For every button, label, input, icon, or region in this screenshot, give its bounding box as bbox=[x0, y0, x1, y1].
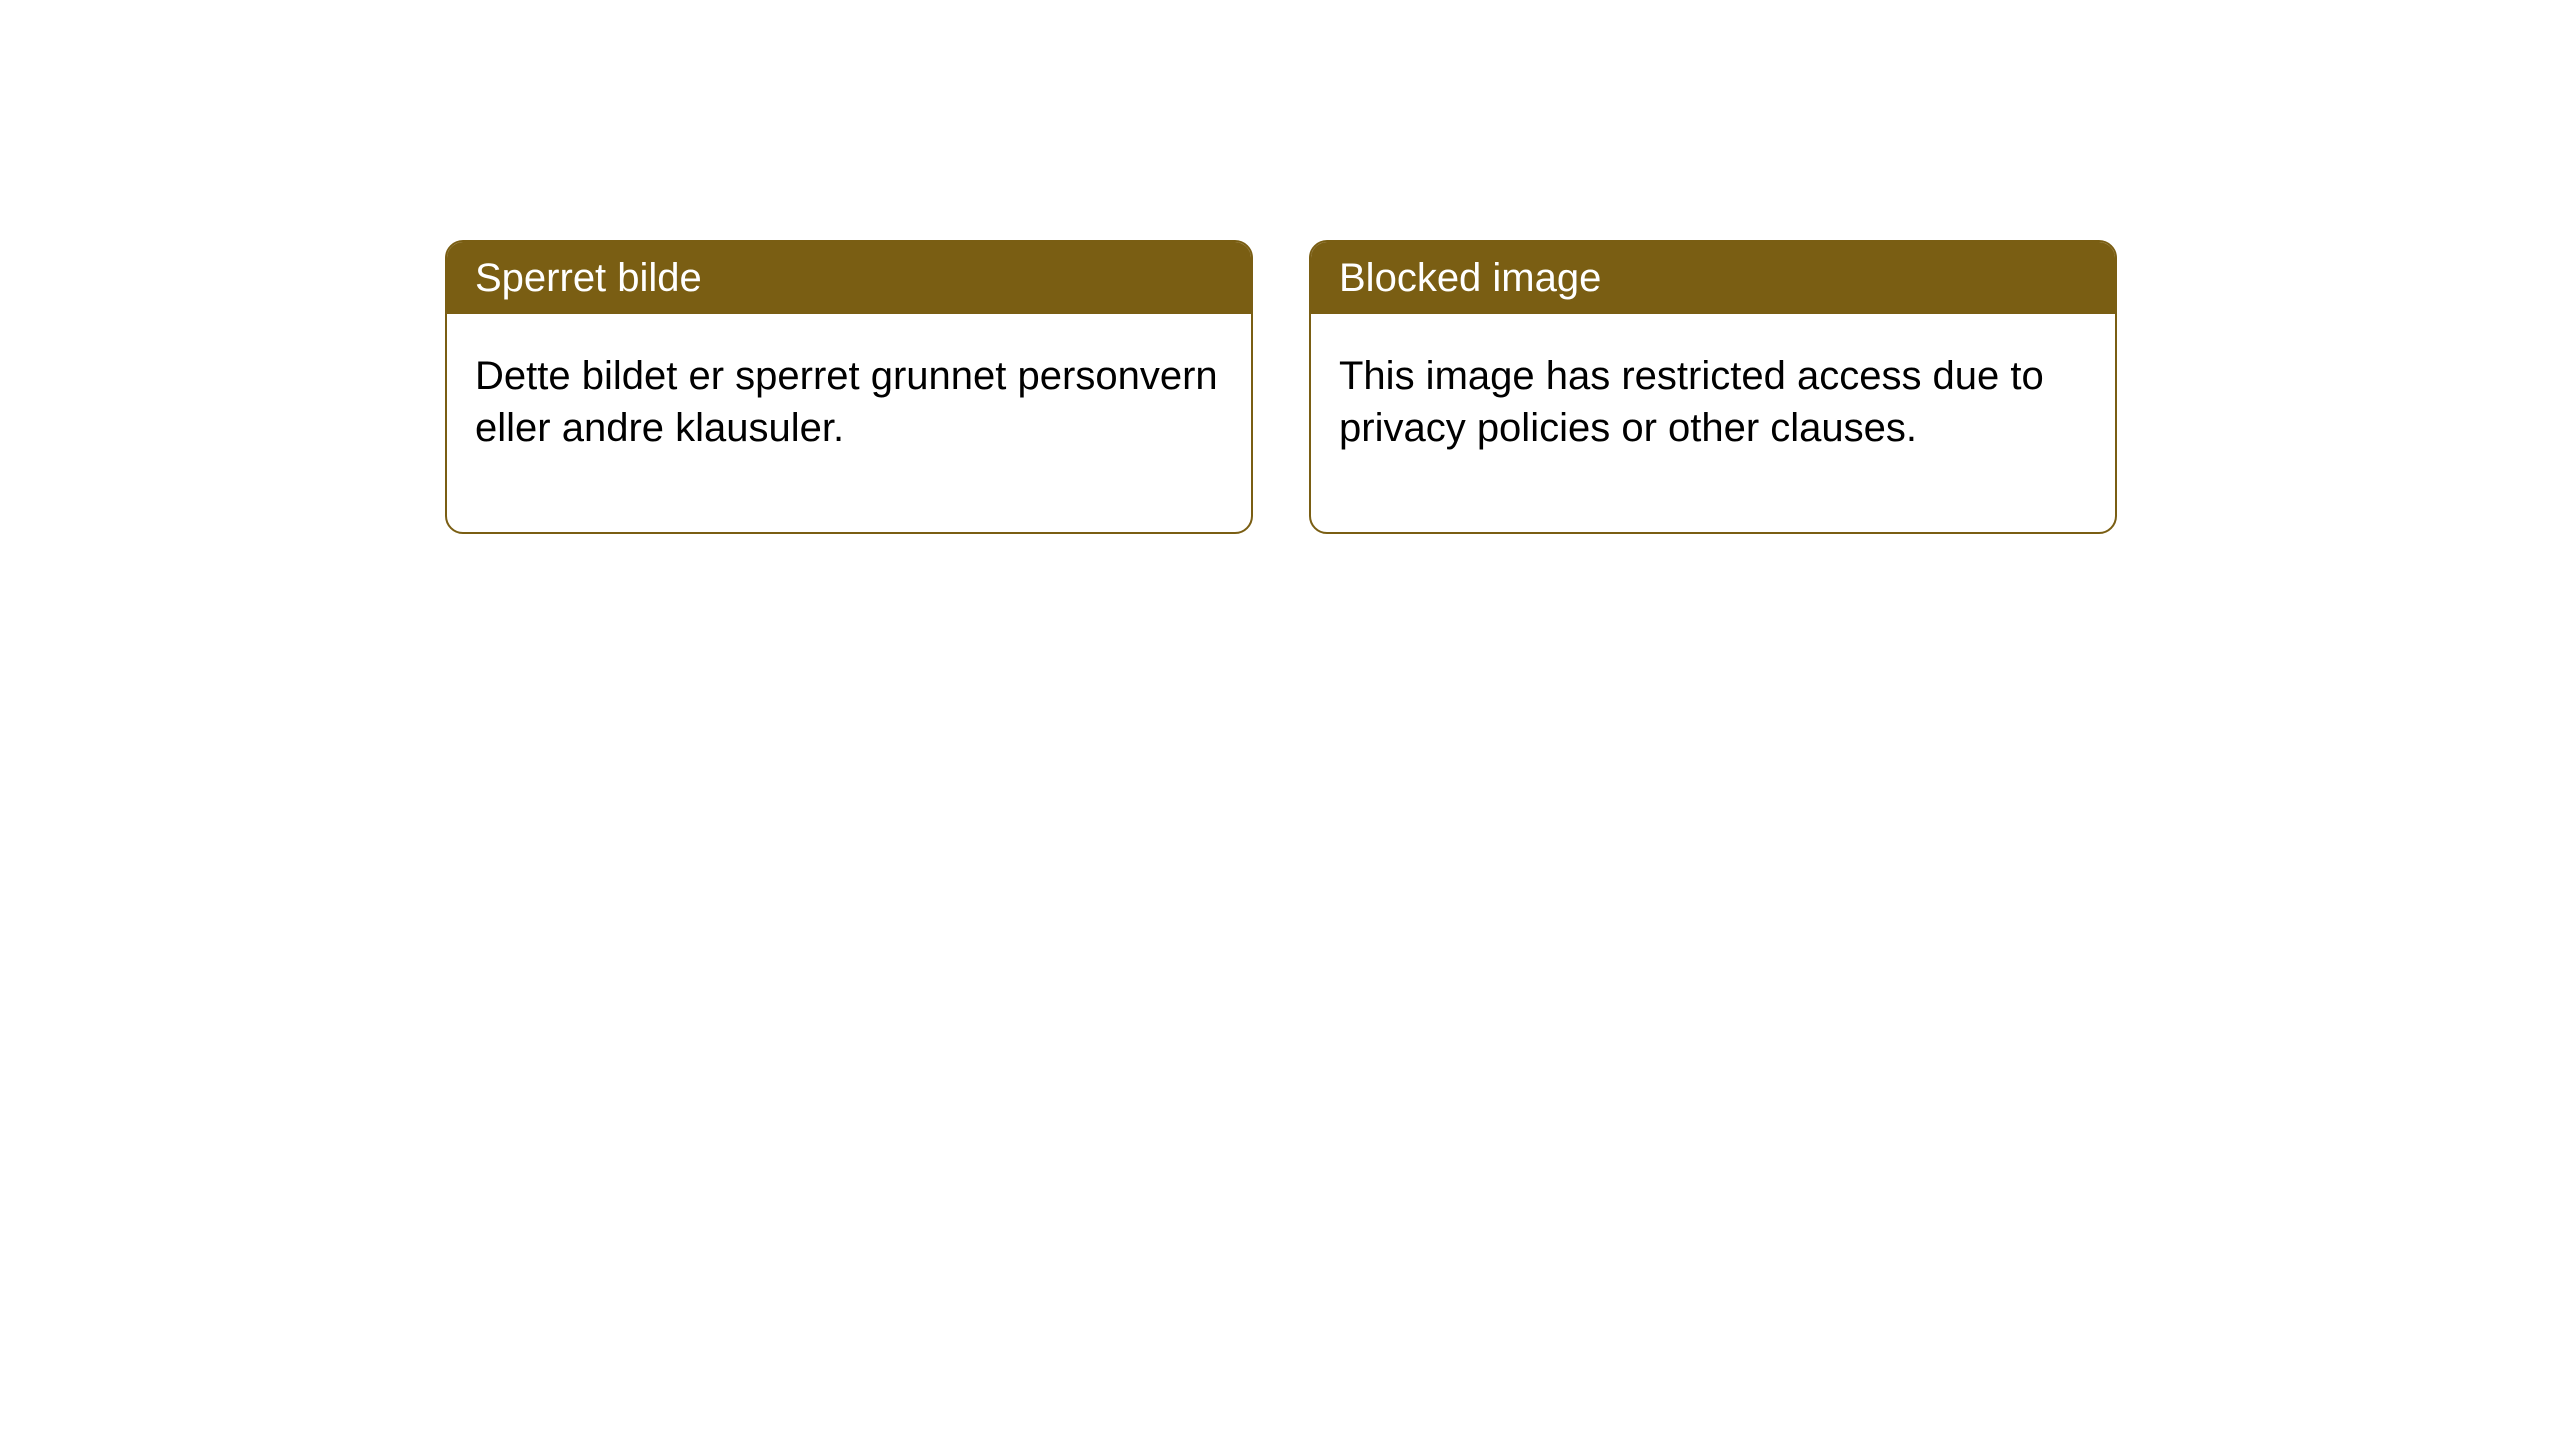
notice-body: This image has restricted access due to … bbox=[1311, 314, 2115, 532]
notice-body: Dette bildet er sperret grunnet personve… bbox=[447, 314, 1251, 532]
notice-header: Blocked image bbox=[1311, 242, 2115, 314]
notice-card-english: Blocked image This image has restricted … bbox=[1309, 240, 2117, 534]
notice-container: Sperret bilde Dette bildet er sperret gr… bbox=[445, 240, 2117, 534]
notice-header: Sperret bilde bbox=[447, 242, 1251, 314]
notice-card-norwegian: Sperret bilde Dette bildet er sperret gr… bbox=[445, 240, 1253, 534]
